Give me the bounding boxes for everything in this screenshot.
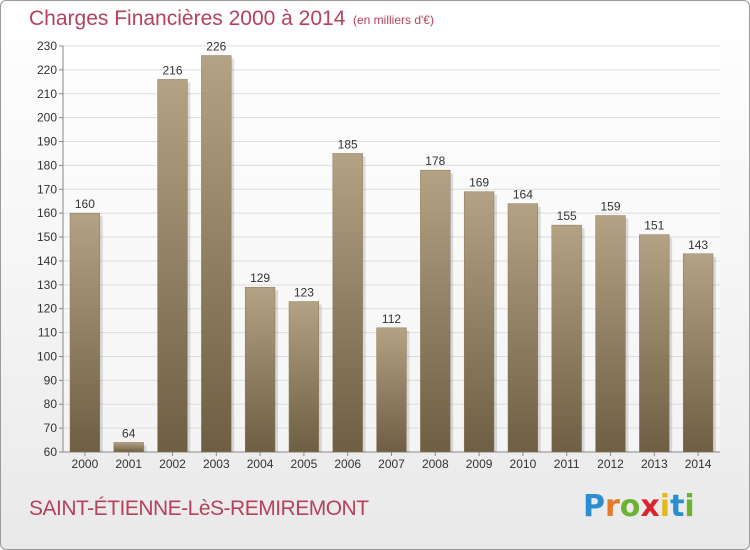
bar <box>639 234 670 453</box>
x-tick-label: 2008 <box>422 457 449 471</box>
y-tick-label: 230 <box>37 39 57 53</box>
bar <box>288 301 320 453</box>
data-label: 185 <box>338 137 358 151</box>
data-label: 164 <box>513 188 533 202</box>
y-tick-label: 200 <box>37 111 57 125</box>
x-tick-label: 2004 <box>247 457 274 471</box>
chart-unit: (en milliers d'€) <box>353 13 434 27</box>
brand-letter: i <box>684 489 695 524</box>
data-label: 226 <box>206 40 226 54</box>
bar <box>595 215 626 453</box>
y-tick-label: 220 <box>37 63 57 77</box>
bar <box>551 224 582 453</box>
data-label: 64 <box>122 426 136 440</box>
data-label: 159 <box>600 200 620 214</box>
bar <box>244 286 276 453</box>
bar <box>463 191 495 453</box>
data-label: 178 <box>425 154 445 168</box>
y-tick-label: 180 <box>37 158 57 172</box>
brand-logo: Proxiti <box>583 489 695 524</box>
x-tick-label: 2010 <box>510 457 537 471</box>
data-label: 169 <box>469 176 489 190</box>
y-tick-label: 90 <box>44 373 58 387</box>
bar <box>69 212 101 453</box>
x-tick-label: 2000 <box>72 457 99 471</box>
data-label: 155 <box>557 209 577 223</box>
brand-letter: x <box>640 489 660 524</box>
x-tick-label: 2006 <box>334 457 361 471</box>
y-tick-label: 120 <box>37 302 57 316</box>
commune-name: SAINT-ÉTIENNE-LèS-REMIREMONT <box>29 497 369 520</box>
y-tick-label: 100 <box>37 349 57 363</box>
bar <box>507 203 539 453</box>
bar <box>376 327 407 453</box>
y-tick-label: 80 <box>44 397 58 411</box>
y-tick-label: 140 <box>37 254 57 268</box>
data-label: 112 <box>382 312 401 326</box>
x-tick-label: 2001 <box>115 457 142 471</box>
data-label: 129 <box>250 271 270 285</box>
x-tick-label: 2003 <box>203 457 230 471</box>
y-tick-label: 130 <box>37 278 57 292</box>
bar <box>682 253 714 453</box>
y-tick-label: 160 <box>37 206 57 220</box>
data-label: 123 <box>294 286 314 300</box>
bar <box>157 79 188 453</box>
brand-letter: P <box>583 489 605 524</box>
x-tick-label: 2002 <box>159 457 186 471</box>
chart-title: Charges Financières 2000 à 2014 <box>29 7 346 30</box>
x-tick-label: 2013 <box>641 457 668 471</box>
y-tick-label: 190 <box>37 135 57 149</box>
y-tick-label: 170 <box>37 182 57 196</box>
y-tick-label: 70 <box>44 421 58 435</box>
bar <box>332 153 363 453</box>
x-tick-label: 2014 <box>685 457 712 471</box>
y-tick-label: 60 <box>44 445 58 459</box>
x-tick-label: 2007 <box>378 457 405 471</box>
data-label: 143 <box>688 238 708 252</box>
brand-letter: i <box>659 489 671 524</box>
data-label: 151 <box>644 219 664 233</box>
y-tick-label: 210 <box>37 87 57 101</box>
x-tick-label: 2012 <box>597 457 624 471</box>
data-label: 160 <box>75 197 95 211</box>
brand-letter: t <box>670 489 685 524</box>
x-tick-label: 2005 <box>291 457 318 471</box>
y-tick-label: 110 <box>38 326 57 340</box>
bar <box>420 169 451 453</box>
x-tick-label: 2009 <box>466 457 493 471</box>
bar <box>201 55 232 453</box>
x-tick-label: 2011 <box>554 457 580 471</box>
brand-letter: o <box>619 489 641 524</box>
y-tick-label: 150 <box>37 230 57 244</box>
brand-letter: r <box>605 489 620 524</box>
bar <box>113 442 144 453</box>
data-label: 216 <box>162 63 182 77</box>
